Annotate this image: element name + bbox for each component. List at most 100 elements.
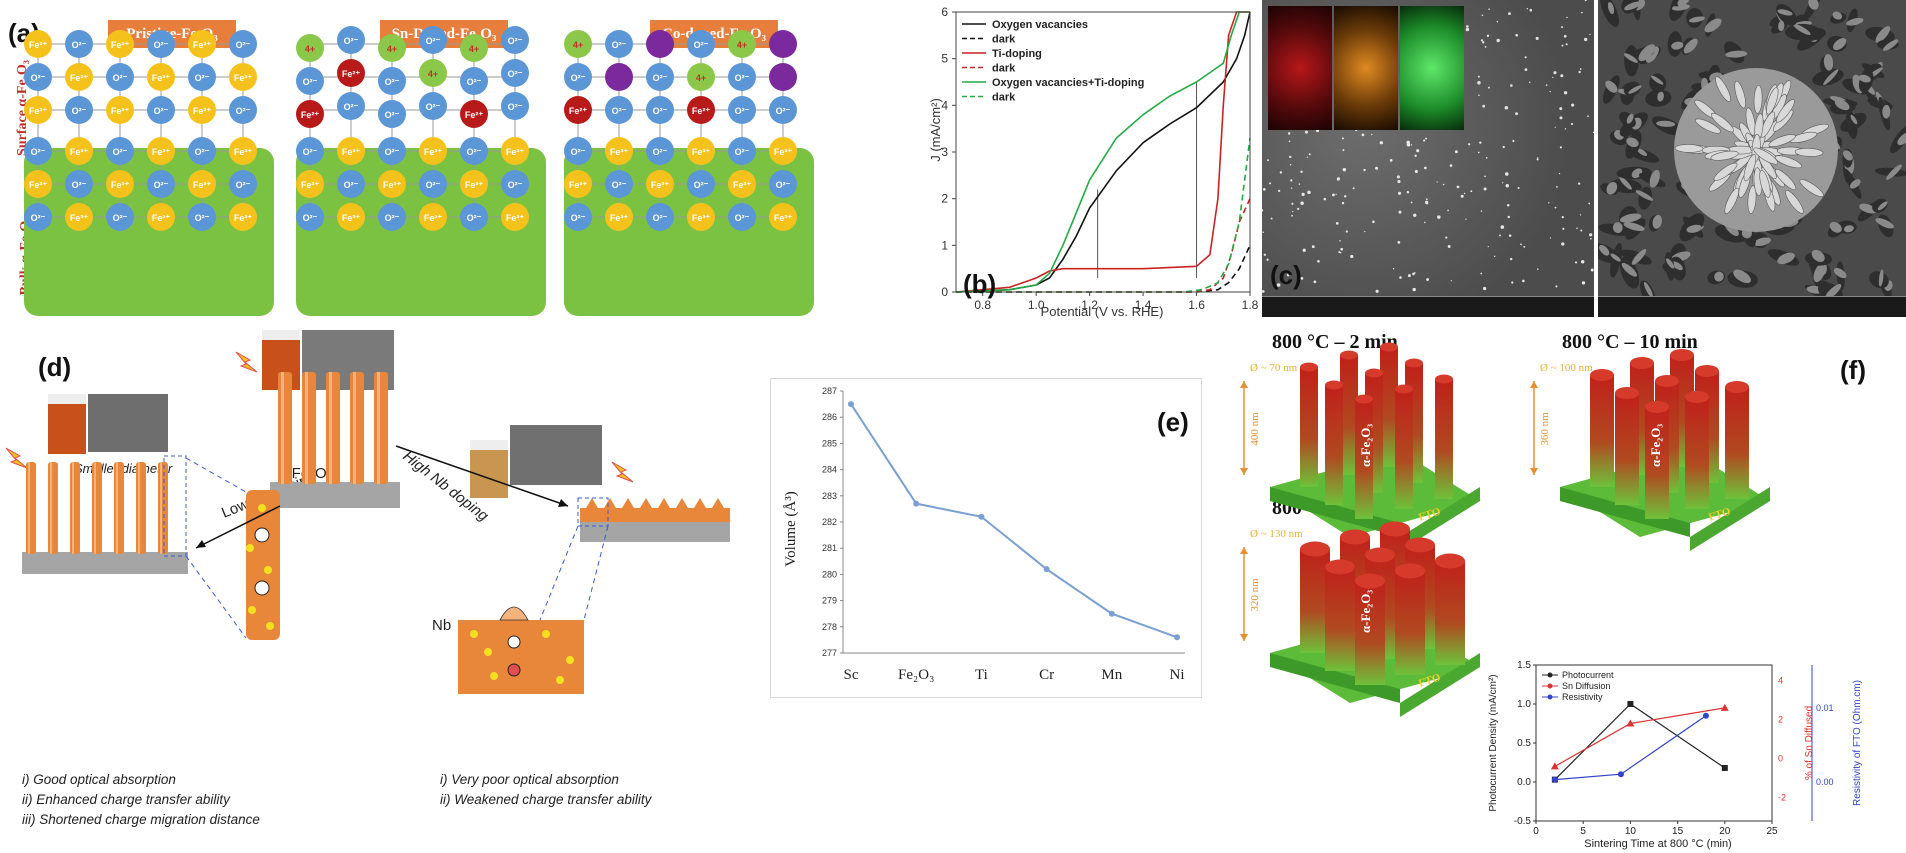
zoom-line (185, 457, 247, 493)
sem-particle (1583, 37, 1588, 42)
sem-petal (1774, 168, 1797, 191)
sem-particle (1565, 43, 1568, 46)
fto-substrate-front (1690, 487, 1770, 551)
sem-grain-highlight (1649, 169, 1660, 188)
sem-particle (1506, 204, 1510, 207)
sem-particle (1477, 75, 1480, 78)
sem-particle (1559, 107, 1563, 111)
atom-label: O²⁻ (31, 73, 46, 83)
sem-petal (1745, 107, 1756, 136)
jv-xlabel: Potential (V vs. RHE) (1041, 304, 1164, 319)
iron-atom (229, 63, 257, 91)
sem-particle (1289, 163, 1292, 166)
eds-map-fe (1268, 6, 1332, 130)
light-bolt-top (235, 351, 258, 373)
sem-grain-highlight (1628, 85, 1642, 94)
volume-ytick-label: 279 (822, 596, 837, 606)
sem-grain-highlight (1832, 11, 1843, 20)
nb-dopant (490, 672, 498, 680)
sem-particle (1505, 184, 1510, 188)
nb-film-peak (604, 498, 616, 508)
zoom-line (185, 555, 247, 639)
sem-grain-highlight (1635, 190, 1654, 201)
sem-particle (1300, 276, 1304, 280)
sem-particle (1352, 187, 1355, 190)
zoomed-film-block (458, 620, 584, 694)
sem-grain-highlight (1656, 120, 1676, 127)
fe2-atom (564, 96, 592, 124)
atom-label: O²⁻ (776, 180, 791, 190)
atom-label: Fe³⁺ (234, 213, 253, 223)
nanorod-top (1725, 381, 1749, 393)
nanorod-center (302, 372, 316, 484)
atom-label: O²⁻ (195, 213, 210, 223)
sem-particle (1496, 38, 1500, 43)
iron-atom (229, 137, 257, 165)
atom-label: O²⁻ (344, 102, 359, 112)
sem-grain-highlight (1843, 225, 1854, 233)
sem-particle (1424, 221, 1426, 224)
atom-label: O²⁻ (653, 213, 668, 223)
jv-ytick-label: 6 (941, 5, 948, 19)
volume-ytick-label: 286 (822, 412, 837, 422)
sintering-ytick-label: 1.0 (1517, 699, 1531, 710)
sem-particle (1590, 237, 1592, 240)
sem-particle (1561, 44, 1564, 47)
sem-particle (1529, 8, 1533, 12)
height-arrow-head (1240, 468, 1248, 475)
sem-particle (1263, 253, 1266, 256)
oxygen-atom (605, 96, 633, 124)
title-10min: 800 °C – 10 min (1562, 331, 1698, 353)
fto-substrate-front (1400, 653, 1480, 717)
sintering-right1-tick: 0 (1778, 754, 1783, 764)
sem-particle (1465, 27, 1470, 32)
jv-series-line (955, 11, 1251, 293)
nanorod-top (1380, 521, 1410, 537)
oxygen-atom (769, 170, 797, 198)
sem-particle (1487, 86, 1490, 89)
atom-label: Fe³⁺ (29, 180, 48, 190)
sem-particle (1566, 16, 1568, 19)
sem-particle (1559, 116, 1563, 120)
sem-particle (1317, 260, 1320, 263)
sintering-ylabel-right2: Resistivity of FTO (Ohm.cm) (1852, 680, 1863, 806)
sem-grain-highlight (1753, 237, 1771, 247)
atom-label: Fe³⁺ (692, 213, 711, 223)
nb-film-peak (658, 498, 670, 508)
sem-grain-highlight (1823, 69, 1839, 86)
nb-dopant (556, 676, 564, 684)
sem-particle (1561, 26, 1564, 29)
sem-grain-highlight (1714, 271, 1724, 282)
sem-particle (1589, 233, 1593, 237)
jv-legend-entry: Oxygen vacancies (992, 19, 1088, 31)
volume-chart: 277 278 279 280 281 282 283 284 285 286 287 Sc Fe₂O₃… (783, 386, 1189, 683)
atom-label: O²⁻ (508, 69, 523, 79)
atom-label: Fe³⁺ (111, 40, 130, 50)
sem-grain-highlight (1619, 213, 1642, 223)
sem-particle (1571, 103, 1575, 107)
atom-label: 4+ (305, 44, 315, 54)
sem-particle (1580, 229, 1583, 232)
atom-label: O²⁻ (72, 106, 87, 116)
sem-particle (1512, 139, 1515, 143)
iron-atom (188, 96, 216, 124)
nanorod-top (1395, 384, 1413, 394)
electron-symbol (507, 663, 521, 677)
nanorod (1380, 347, 1398, 467)
substrate-right (580, 520, 730, 542)
nanorod-top (1645, 401, 1669, 413)
sem-particle (1410, 201, 1413, 204)
atom-label: Fe³⁺ (692, 147, 711, 157)
sem-particle (1477, 81, 1481, 85)
sintering-right2-tick: 0.00 (1816, 777, 1834, 787)
iron-atom (460, 170, 488, 198)
oxygen-atom (501, 92, 529, 120)
sem-petal (1774, 155, 1802, 169)
sem-particle (1363, 168, 1366, 172)
oxygen-atom (378, 137, 406, 165)
sem-particle (1350, 254, 1354, 259)
atom-label: O²⁻ (467, 77, 482, 87)
atom-label: O²⁻ (612, 106, 627, 116)
sem-grain-highlight (1645, 46, 1659, 63)
nanorod (1435, 561, 1465, 665)
